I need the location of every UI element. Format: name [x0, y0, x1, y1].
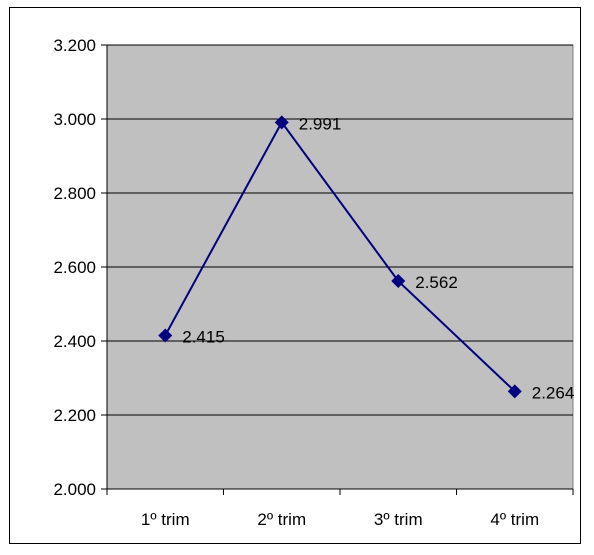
x-tick-label: 3º trim — [374, 510, 423, 529]
y-tick-label: 2.400 — [53, 332, 96, 351]
data-point-marker — [391, 274, 406, 289]
data-point-marker — [507, 384, 522, 399]
y-tick-label: 2.000 — [53, 480, 96, 499]
data-label: 2.264 — [532, 383, 575, 402]
y-tick-label: 2.200 — [53, 406, 96, 425]
data-label: 2.991 — [299, 114, 342, 133]
y-tick-label: 2.600 — [53, 258, 96, 277]
x-tick-label: 1º trim — [141, 510, 190, 529]
x-tick-label: 4º trim — [490, 510, 539, 529]
series-line — [164, 120, 516, 393]
x-tick-label: 2º trim — [257, 510, 306, 529]
y-tick-label: 3.000 — [53, 110, 96, 129]
data-label: 2.562 — [415, 273, 458, 292]
y-tick-label: 3.200 — [53, 36, 96, 55]
y-tick-label: 2.800 — [53, 184, 96, 203]
data-point-marker — [274, 115, 289, 130]
data-point-marker — [158, 328, 173, 343]
data-label: 2.415 — [182, 327, 225, 346]
